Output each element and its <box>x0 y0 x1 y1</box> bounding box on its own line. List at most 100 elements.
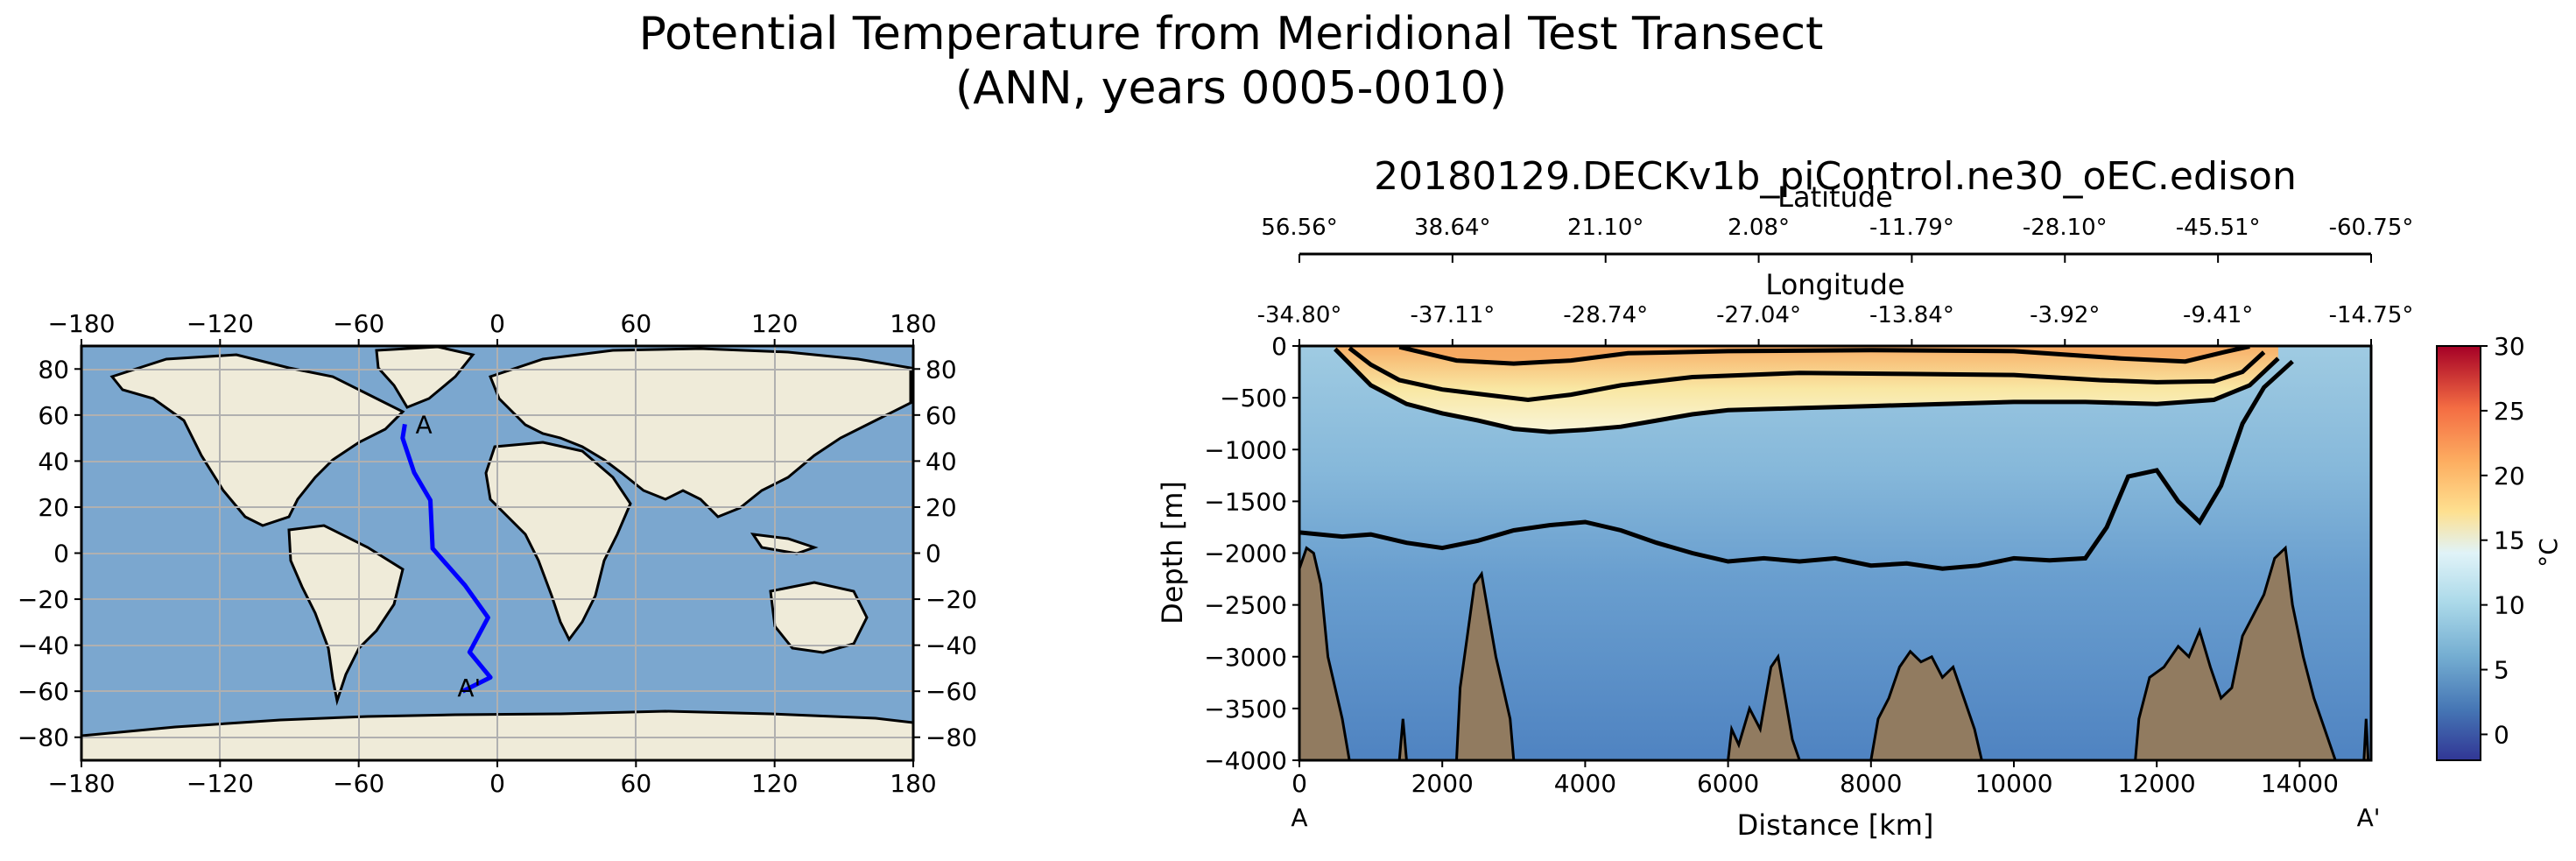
map-y-tick-label-left: 0 <box>53 540 69 568</box>
longitude-tick-label: -9.41° <box>2183 302 2253 328</box>
map-y-tick-label-left: −80 <box>18 723 69 752</box>
section-y-label: Depth [m] <box>1156 481 1189 625</box>
section-y-tick-label: −2000 <box>1204 540 1287 568</box>
map-x-tick-label-bottom: 0 <box>489 769 505 798</box>
continent-greenland <box>375 346 475 409</box>
section-x-label: Distance [km] <box>1737 808 1934 842</box>
latitude-tick-label: -60.75° <box>2329 215 2414 241</box>
section-x-tick-label: 8000 <box>1840 769 1902 798</box>
continent-north-america <box>109 353 405 527</box>
continent-south-america <box>287 524 405 706</box>
longitude-tick-label: -37.11° <box>1410 302 1495 328</box>
map-y-tick-label-left: 80 <box>38 355 69 384</box>
contour-10c <box>1348 346 2266 403</box>
section-x-tick-label: 6000 <box>1697 769 1759 798</box>
section-x-tick-label: 12000 <box>2118 769 2196 798</box>
longitude-axis-label: Longitude <box>1765 268 1904 301</box>
section-x-tick-label: 10000 <box>1974 769 2052 798</box>
colorbar-tick-label: 5 <box>2494 656 2509 685</box>
section-y-tick-label: −3500 <box>1204 695 1287 723</box>
latitude-tick-label: -45.51° <box>2176 215 2261 241</box>
latitude-tick-label: -11.79° <box>1869 215 1954 241</box>
section-y-tick-label: −1000 <box>1204 435 1287 464</box>
map-x-tick-label-top: −180 <box>48 309 116 338</box>
longitude-tick-label: -28.74° <box>1563 302 1648 328</box>
latitude-tick-label: 21.10° <box>1567 215 1643 241</box>
map-y-tick-label-left: −40 <box>18 632 69 660</box>
map-x-ticks-bottom: −180 −120 −60 0 60 120 180 <box>48 760 937 798</box>
latitude-tick-label: 56.56° <box>1261 215 1337 241</box>
map-y-tick-label-right: 60 <box>926 401 957 430</box>
section-title: 20180129.DECKv1b_piControl.ne30_oEC.edis… <box>1374 154 2297 199</box>
map-x-tick-label-top: 60 <box>621 309 652 338</box>
map-y-tick-label-right: 40 <box>926 447 957 476</box>
map-gridlines <box>81 346 913 760</box>
map-y-tick-label-right: −40 <box>926 632 977 660</box>
colorbar-tick-label: 25 <box>2494 397 2525 426</box>
map-panel: A A' −180 −120 −60 0 60 120 180 −180 −120 −60 0 60… <box>18 309 977 798</box>
latitude-ticks: 56.56° 38.64° 21.10° 2.08° -11.79° -28.10° -45… <box>1261 215 2413 263</box>
map-y-tick-label-left: 20 <box>38 493 69 522</box>
longitude-tick-label: -27.04° <box>1716 302 1801 328</box>
figure-title-line2: (ANN, years 0005-0010) <box>955 62 1507 115</box>
section-panel: 20180129.DECKv1b_piControl.ne30_oEC.edis… <box>1156 154 2563 842</box>
map-y-tick-label-right: 20 <box>926 493 957 522</box>
longitude-tick-label: -13.84° <box>1869 302 1954 328</box>
latitude-tick-label: -28.10° <box>2023 215 2108 241</box>
map-x-ticks-top: −180 −120 −60 0 60 120 180 <box>48 309 937 346</box>
map-y-tick-label-left: 60 <box>38 401 69 430</box>
islands-indonesia <box>750 533 819 555</box>
map-x-tick-label-top: 120 <box>751 309 798 338</box>
map-y-tick-label-left: −20 <box>18 585 69 614</box>
map-x-tick-label-top: 180 <box>890 309 936 338</box>
colorbar-tick-label: 15 <box>2494 526 2525 555</box>
colorbar <box>2436 345 2481 761</box>
transect-start-label: A <box>415 410 432 439</box>
longitude-ticks: -34.80° -37.11° -28.74° -27.04° -13.84° -3.92… <box>1257 302 2414 346</box>
map-y-ticks-right: 80 60 40 20 0 −20 −40 −60 −80 <box>913 355 977 752</box>
colorbar-ticks: 30 25 20 15 10 5 0 <box>2481 332 2525 749</box>
colorbar-tick-label: 20 <box>2494 462 2525 490</box>
section-y-tick-label: −500 <box>1220 384 1287 413</box>
colorbar-tick-label: 10 <box>2494 591 2525 620</box>
map-x-tick-label-bottom: 60 <box>621 769 652 798</box>
section-y-tick-label: −1500 <box>1204 487 1287 516</box>
section-x-tick-label: 0 <box>1292 769 1307 798</box>
map-y-tick-label-right: 0 <box>926 540 941 568</box>
transect-line <box>400 423 493 694</box>
colorbar-tick-label: 0 <box>2494 720 2509 749</box>
section-x-tick-label: 2000 <box>1411 769 1474 798</box>
section-y-tick-label: −2500 <box>1204 591 1287 620</box>
transect-end-label: A' <box>457 674 481 702</box>
map-x-tick-label-bottom: 120 <box>751 769 798 798</box>
section-y-tick-label: −4000 <box>1204 746 1287 775</box>
map-y-tick-label-right: 80 <box>926 355 957 384</box>
map-x-tick-label-bottom: −120 <box>187 769 254 798</box>
contour-15c <box>1398 346 2250 366</box>
bathymetry <box>1299 545 2370 760</box>
section-y-ticks: 0 −500 −1000 −1500 −2000 −2500 −3000 −3500 −4000 <box>1204 332 1299 775</box>
map-y-tick-label-right: −20 <box>926 585 977 614</box>
figure-title-line1: Potential Temperature from Meridional Te… <box>639 8 1824 60</box>
colorbar-tick-label: 30 <box>2494 332 2525 361</box>
map-x-tick-label-bottom: −180 <box>48 769 116 798</box>
contour-5c <box>1334 347 2280 434</box>
latitude-axis-label: Latitude <box>1777 180 1893 214</box>
longitude-tick-label: -3.92° <box>2030 302 2100 328</box>
section-x-tick-label: 14000 <box>2261 769 2339 798</box>
continent-africa <box>484 441 632 642</box>
section-x-tick-label: 4000 <box>1554 769 1616 798</box>
map-x-tick-label-top: −60 <box>333 309 384 338</box>
contour-2c <box>1299 359 2294 571</box>
map-x-tick-label-bottom: −60 <box>333 769 384 798</box>
latitude-tick-label: 2.08° <box>1728 215 1790 241</box>
map-y-tick-label-left: −60 <box>18 677 69 706</box>
longitude-tick-label: -34.80° <box>1257 302 1342 328</box>
colorbar-label: °C <box>2534 538 2563 568</box>
map-x-tick-label-top: 0 <box>489 309 505 338</box>
longitude-tick-label: -14.75° <box>2329 302 2414 328</box>
section-start-label: A <box>1291 803 1307 832</box>
map-y-tick-label-right: −60 <box>926 677 977 706</box>
section-x-ticks: 0 2000 4000 6000 8000 10000 12000 14000 <box>1292 760 2339 798</box>
